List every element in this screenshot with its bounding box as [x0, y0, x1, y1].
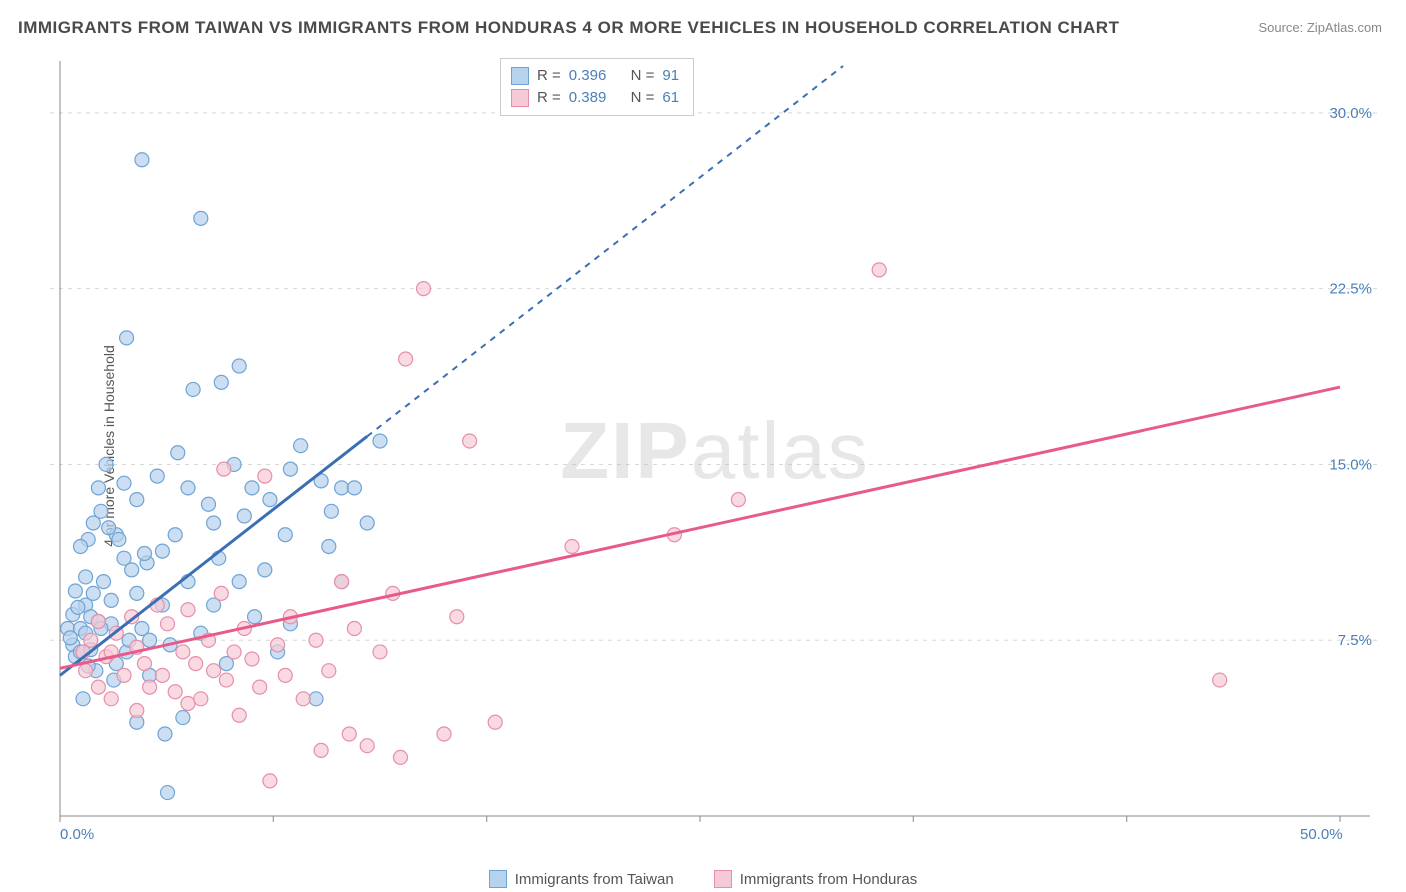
stat-r-label: R = [537, 65, 561, 87]
stat-r-value: 0.389 [569, 87, 607, 109]
legend-swatch [511, 89, 529, 107]
stats-legend-box: R = 0.396 N = 91 R = 0.389 N = 61 [500, 58, 694, 116]
stat-n-label: N = [631, 87, 655, 109]
svg-text:30.0%: 30.0% [1329, 105, 1372, 122]
legend-swatch [714, 870, 732, 888]
bottom-legend: Immigrants from Taiwan Immigrants from Ho… [0, 870, 1406, 888]
svg-text:7.5%: 7.5% [1338, 632, 1372, 649]
stat-n-value: 61 [662, 87, 679, 109]
stat-r-label: R = [537, 87, 561, 109]
scatter-plot: 7.5%15.0%22.5%30.0% ZIPatlas [50, 56, 1380, 846]
legend-item: Immigrants from Taiwan [489, 870, 674, 888]
x-tick-start: 0.0% [60, 826, 94, 843]
legend-label: Immigrants from Honduras [740, 871, 918, 888]
legend-item: Immigrants from Honduras [714, 870, 918, 888]
stat-r-value: 0.396 [569, 65, 607, 87]
stat-row: R = 0.389 N = 61 [511, 87, 679, 109]
legend-swatch [489, 870, 507, 888]
svg-text:22.5%: 22.5% [1329, 281, 1372, 298]
svg-text:15.0%: 15.0% [1329, 456, 1372, 473]
chart-title: IMMIGRANTS FROM TAIWAN VS IMMIGRANTS FRO… [18, 18, 1119, 38]
x-tick-end: 50.0% [1300, 826, 1343, 843]
stat-row: R = 0.396 N = 91 [511, 65, 679, 87]
stat-n-label: N = [631, 65, 655, 87]
legend-swatch [511, 67, 529, 85]
source-attribution: Source: ZipAtlas.com [1258, 20, 1382, 35]
stat-n-value: 91 [662, 65, 679, 87]
legend-label: Immigrants from Taiwan [515, 871, 674, 888]
chart-svg: 7.5% 15.0% 22.5% 30.0% [50, 56, 1380, 846]
